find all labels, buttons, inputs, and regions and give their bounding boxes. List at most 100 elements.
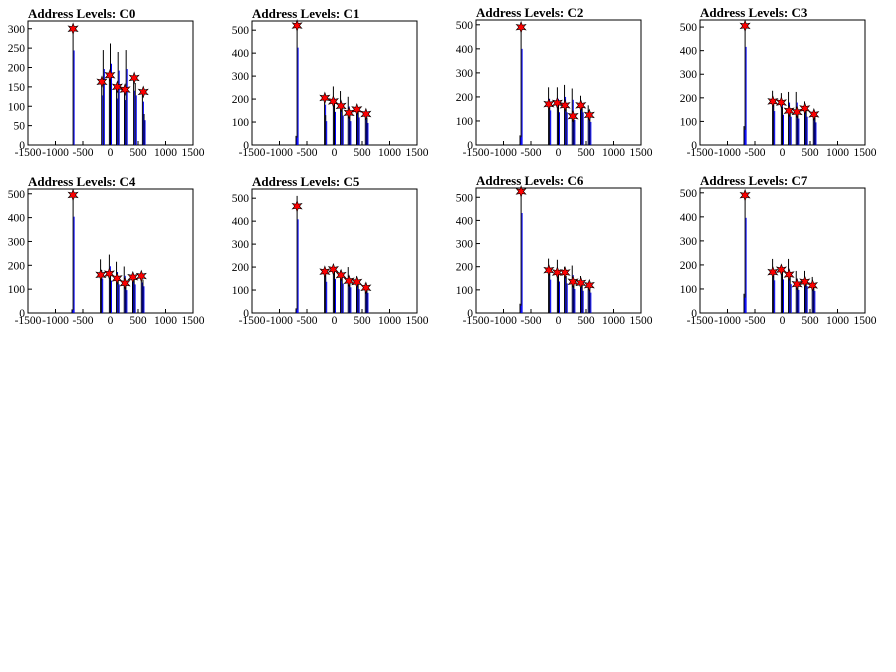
- peak-marker: [327, 262, 339, 276]
- chart-panel: Address Levels: C10100200300400500-1500-…: [232, 6, 429, 159]
- x-tick-label: 1000: [154, 147, 177, 159]
- x-tick-label: -1000: [42, 147, 69, 159]
- x-tick-label: -1000: [714, 315, 741, 327]
- x-tick-label: -1000: [490, 315, 517, 327]
- y-tick-label: 400: [680, 212, 698, 224]
- chart-title: Address Levels: C2: [476, 5, 583, 20]
- y-tick-label: 500: [680, 22, 698, 34]
- peak-marker: [119, 276, 131, 290]
- peak-marker: [799, 275, 811, 289]
- x-tick-label: 0: [332, 315, 338, 327]
- peak-marker: [559, 98, 571, 112]
- x-tick-label: 1500: [854, 315, 877, 327]
- y-tick-label: 0: [691, 308, 697, 320]
- x-tick-label: 0: [108, 315, 114, 327]
- x-tick-label: 1500: [854, 147, 877, 159]
- x-tick-label: 500: [129, 315, 147, 327]
- peak-marker: [111, 80, 123, 94]
- x-tick-label: 0: [556, 147, 562, 159]
- x-tick-label: -1500: [239, 315, 266, 327]
- peak-marker: [575, 276, 587, 290]
- y-tick-label: 0: [19, 308, 25, 320]
- x-tick-label: 500: [353, 147, 371, 159]
- y-tick-label: 200: [232, 262, 250, 274]
- chart-panel: Address Levels: C60100200300400500-1500-…: [456, 173, 653, 327]
- x-tick-label: -1500: [687, 147, 714, 159]
- x-tick-label: 500: [129, 147, 147, 159]
- y-tick-label: 200: [8, 260, 26, 272]
- x-tick-label: 1500: [406, 147, 429, 159]
- chart-title: Address Levels: C0: [28, 6, 135, 21]
- x-tick-label: 500: [577, 147, 595, 159]
- y-tick-label: 200: [232, 94, 250, 106]
- x-tick-label: -500: [520, 315, 541, 327]
- peak-marker: [767, 94, 779, 108]
- x-tick-label: 1000: [602, 147, 625, 159]
- x-tick-label: 1000: [602, 315, 625, 327]
- peak-marker: [739, 188, 751, 202]
- y-tick-label: 100: [232, 285, 250, 297]
- peak-marker: [103, 267, 115, 281]
- y-tick-label: 150: [8, 82, 26, 94]
- peak-marker: [67, 22, 79, 36]
- x-tick-label: 1000: [378, 315, 401, 327]
- y-tick-label: 50: [14, 121, 26, 133]
- x-tick-label: -500: [296, 315, 317, 327]
- x-tick-label: 1500: [406, 315, 429, 327]
- y-tick-label: 400: [232, 216, 250, 228]
- x-tick-label: -1000: [42, 315, 69, 327]
- peak-marker: [360, 281, 372, 295]
- peak-marker: [799, 102, 811, 115]
- peak-marker: [775, 96, 787, 109]
- x-tick-label: 1000: [826, 147, 849, 159]
- x-tick-label: 0: [780, 315, 786, 327]
- peak-marker: [583, 278, 595, 292]
- peak-marker: [567, 275, 579, 289]
- peak-marker: [767, 265, 779, 279]
- x-tick-label: -1000: [266, 147, 293, 159]
- x-tick-label: -1500: [687, 315, 714, 327]
- chart-panel: Address Levels: C70100200300400500-1500-…: [680, 173, 877, 327]
- peak-marker: [343, 106, 355, 120]
- x-tick-label: 1000: [826, 315, 849, 327]
- x-tick-label: -1500: [239, 147, 266, 159]
- chart-panel: Address Levels: C40100200300400500-1500-…: [8, 174, 205, 327]
- y-tick-label: 400: [8, 213, 26, 225]
- y-tick-label: 400: [456, 215, 474, 227]
- peak-marker: [515, 185, 527, 198]
- peak-marker: [351, 275, 363, 289]
- peak-marker: [335, 99, 347, 113]
- peak-marker: [559, 266, 571, 279]
- chart-title: Address Levels: C3: [700, 5, 808, 20]
- peak-marker: [104, 68, 116, 82]
- peak-marker: [543, 97, 555, 111]
- x-tick-label: 1000: [378, 147, 401, 159]
- x-tick-label: 0: [780, 147, 786, 159]
- y-tick-label: 0: [19, 140, 25, 152]
- peak-marker: [515, 20, 527, 34]
- y-tick-label: 0: [467, 308, 473, 320]
- peak-marker: [137, 85, 149, 99]
- x-tick-label: 500: [577, 315, 595, 327]
- x-tick-label: -1500: [15, 147, 42, 159]
- x-tick-label: -1000: [714, 147, 741, 159]
- chart-title: Address Levels: C1: [252, 6, 359, 21]
- x-tick-label: -1000: [490, 147, 517, 159]
- y-tick-label: 300: [456, 68, 474, 80]
- chart-title: Address Levels: C6: [476, 173, 584, 188]
- peak-marker: [575, 98, 587, 112]
- y-tick-label: 100: [232, 117, 250, 129]
- peak-marker: [335, 268, 347, 282]
- x-tick-label: 1500: [182, 315, 205, 327]
- y-tick-label: 0: [467, 140, 473, 152]
- peak-marker: [95, 268, 107, 282]
- peak-marker: [583, 108, 595, 122]
- x-tick-label: 1500: [630, 315, 653, 327]
- y-tick-label: 250: [8, 43, 26, 55]
- peak-marker: [775, 263, 787, 277]
- y-tick-label: 200: [456, 92, 474, 104]
- y-tick-label: 500: [8, 189, 26, 201]
- peak-marker: [783, 104, 795, 118]
- peak-marker: [96, 75, 108, 89]
